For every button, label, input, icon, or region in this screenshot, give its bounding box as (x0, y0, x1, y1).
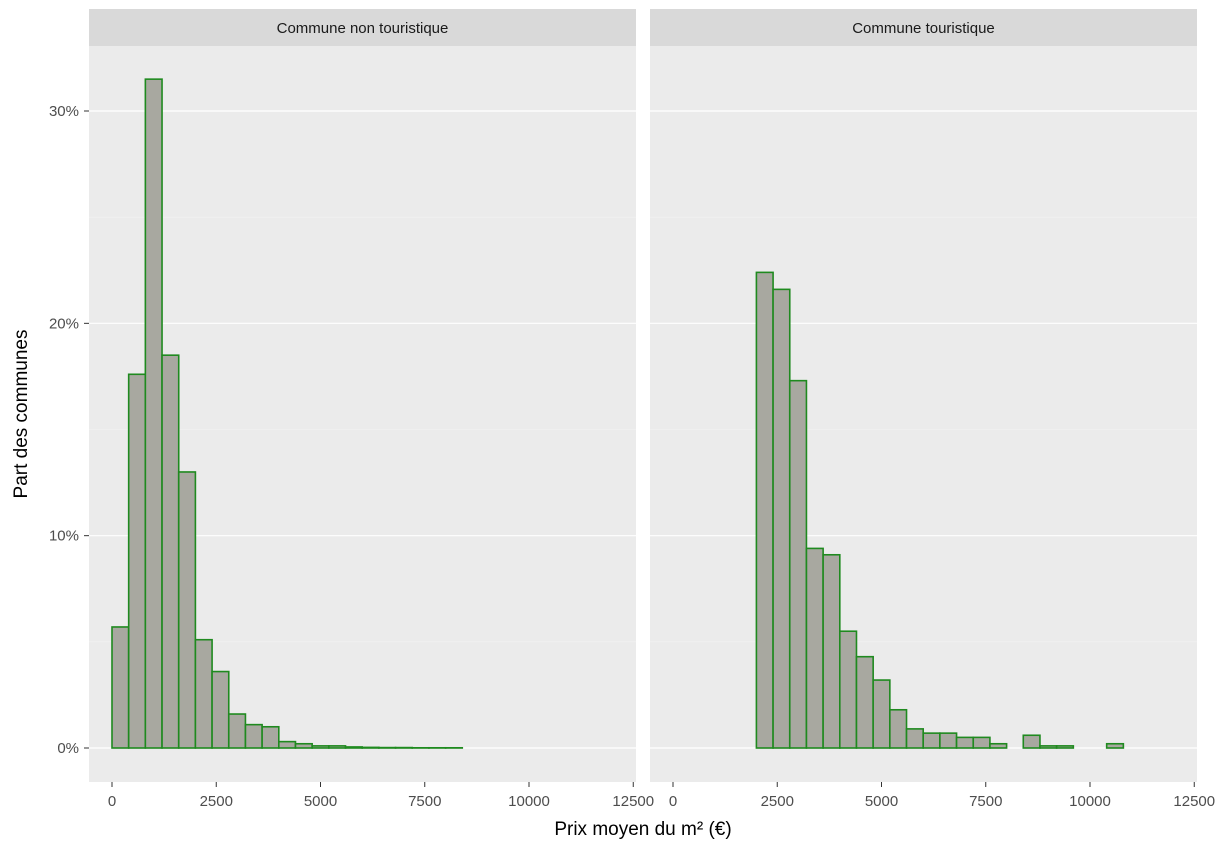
x-tick-label: 10000 (1069, 793, 1111, 810)
x-tick-label: 5000 (304, 793, 337, 810)
histogram-bar (227, 713, 247, 749)
histogram-bar (788, 379, 808, 749)
strip-title: Commune touristique (852, 20, 995, 37)
strip-background (650, 9, 1197, 46)
histogram-bar (939, 732, 958, 749)
histogram-bar (989, 742, 1008, 749)
histogram-bar (311, 745, 330, 749)
histogram-bar (1105, 742, 1125, 749)
histogram-bar (955, 736, 975, 749)
histogram-bar (361, 746, 380, 749)
histogram-bar (1022, 734, 1041, 749)
histogram-bar (277, 740, 297, 749)
histogram-bar (111, 626, 130, 749)
x-tick-label: 0 (108, 793, 116, 810)
histogram-bar (922, 732, 941, 749)
panel-background (650, 46, 1197, 782)
histogram-bar (328, 745, 347, 749)
histogram-bar (294, 742, 313, 749)
x-axis-panel-2: 0 2500 5000 7500 10000 12500 (669, 782, 1215, 810)
panel-commune-touristique: Commune touristique (650, 9, 1197, 782)
histogram-bar (344, 746, 363, 749)
histogram-bar (161, 354, 180, 749)
histogram-bars (755, 271, 1125, 749)
histogram-bar (855, 655, 874, 749)
x-tick-label: 7500 (969, 793, 1002, 810)
histogram-bar (144, 78, 163, 749)
y-tick-label: 10% (49, 528, 79, 545)
y-tick-label: 20% (49, 315, 79, 332)
histogram-bar (177, 471, 197, 749)
y-axis: 0% 10% 20% 30% (49, 103, 89, 757)
histogram-bars (111, 78, 464, 749)
histogram-bar (805, 547, 824, 749)
histogram-bar (838, 630, 858, 749)
histogram-bar (905, 728, 925, 749)
histogram-bar (755, 271, 774, 749)
x-tick-label: 12500 (1173, 793, 1215, 810)
y-axis-title: Part des communes (11, 330, 32, 499)
x-tick-label: 2500 (200, 793, 233, 810)
histogram-bar (889, 708, 908, 749)
histogram-bar (822, 553, 841, 749)
histogram-bar (972, 736, 991, 749)
x-tick-label: 10000 (508, 793, 550, 810)
panel-commune-non-touristique: Commune non touristique (89, 9, 636, 782)
x-tick-label: 7500 (408, 793, 441, 810)
histogram-bar (244, 723, 263, 749)
x-axis-panel-1: 0 2500 5000 7500 10000 12500 (108, 782, 654, 810)
strip-title: Commune non touristique (277, 20, 449, 37)
histogram-bar (194, 638, 213, 749)
x-tick-label: 2500 (761, 793, 794, 810)
histogram-bar (1055, 745, 1075, 749)
strip-background (89, 9, 636, 46)
x-tick-label: 12500 (612, 793, 654, 810)
histogram-bar (1039, 745, 1058, 749)
histogram-bar (127, 373, 147, 749)
y-tick-label: 0% (57, 740, 79, 757)
x-tick-label: 0 (669, 793, 677, 810)
histogram-bar (211, 670, 230, 749)
y-tick-label: 30% (49, 103, 79, 120)
x-axis-title: Prix moyen du m² (€) (554, 819, 731, 840)
histogram-bar (772, 288, 791, 749)
histogram-bar (261, 725, 280, 749)
histogram-bar (872, 679, 891, 749)
x-tick-label: 5000 (865, 793, 898, 810)
